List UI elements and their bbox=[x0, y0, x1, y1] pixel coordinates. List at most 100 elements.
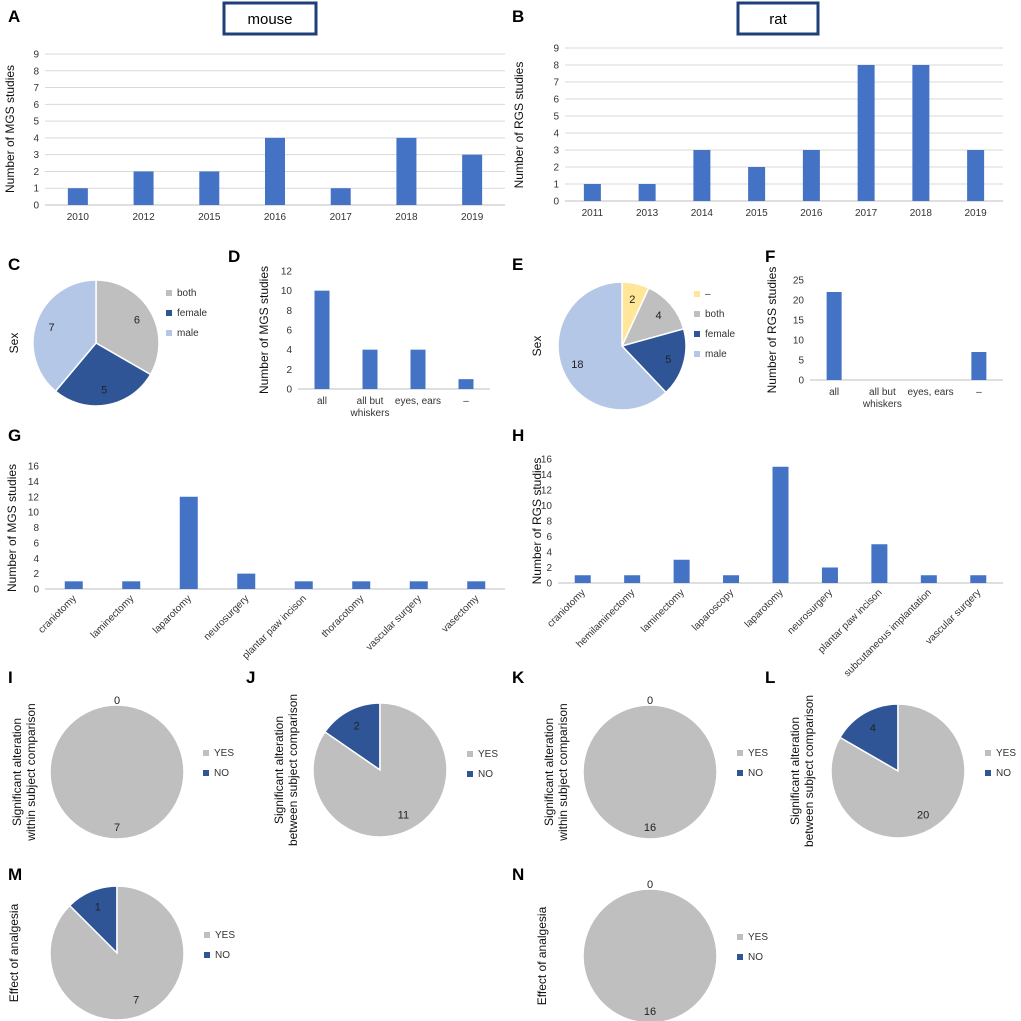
panel-b-ytick-6: 6 bbox=[553, 95, 559, 106]
panel-h-xtick-laminectomy: laminectomy bbox=[639, 587, 686, 634]
panel-n-legend-swatch-yes bbox=[737, 934, 743, 940]
panel-f-xtick-dash-line-1: – bbox=[976, 387, 982, 398]
panel-e-slice-male bbox=[557, 281, 668, 411]
panel-e-letter: E bbox=[512, 255, 523, 274]
panel-f-xtick-all: all bbox=[829, 387, 839, 398]
panel-c-legend-label-female: female bbox=[177, 308, 207, 319]
panel-a-ytick-5: 5 bbox=[33, 117, 39, 128]
panel-h-ytick-16: 16 bbox=[541, 455, 553, 466]
panel-c-legend-label-both: both bbox=[177, 288, 196, 299]
panel-g-letter: G bbox=[8, 426, 21, 445]
panel-f-xtick-all-but-whiskers-line-1: all but bbox=[869, 387, 896, 398]
panel-e-legend-swatch-male bbox=[694, 351, 700, 357]
panel-l: L 4 20 YES NO Significant alteration between s… bbox=[765, 668, 1016, 847]
panel-b-bar-2018 bbox=[912, 65, 930, 201]
panel-l-ylabel: Significant alteration between subject co… bbox=[788, 695, 816, 847]
panel-a-letter: A bbox=[8, 7, 20, 26]
panel-a-ytick-9: 9 bbox=[33, 50, 39, 61]
panel-a-xtick-2012-line-1: 2012 bbox=[132, 212, 155, 223]
panel-b-xtick-2018: 2018 bbox=[910, 208, 933, 219]
panel-l-value-yes: 20 bbox=[917, 810, 929, 822]
panel-f-ytick-5: 5 bbox=[798, 356, 804, 367]
panel-g-xtick-craniotomy: craniotomy bbox=[37, 593, 79, 635]
panel-a-bar-2016 bbox=[265, 137, 285, 205]
panel-c-slice-female bbox=[54, 342, 152, 407]
panel-f-ytick-15: 15 bbox=[793, 316, 805, 327]
panel-a-ytick-0: 0 bbox=[33, 201, 39, 212]
panel-a-xtick-2019-line-1: 2019 bbox=[461, 212, 484, 223]
panel-a-bar-2018 bbox=[396, 137, 417, 205]
panel-k-ylabel: Significant alteration within subject com… bbox=[542, 703, 570, 841]
panel-a-ytick-1: 1 bbox=[33, 184, 39, 195]
panel-i-legend-swatch-no bbox=[203, 770, 209, 776]
panel-d-ytick-4: 4 bbox=[286, 345, 292, 356]
panel-b-ytick-8: 8 bbox=[553, 61, 559, 72]
panel-e-value-female: 5 bbox=[665, 354, 671, 366]
panel-b-xtick-2013-line-1: 2013 bbox=[636, 208, 659, 219]
panel-f-xtick-eyes-ears: eyes, ears bbox=[908, 387, 954, 398]
panel-c: C 6 5 7 both female male Sex bbox=[7, 255, 207, 407]
panel-e-value-male: 18 bbox=[571, 359, 583, 371]
panel-g-xtick-thoracotomy: thoracotomy bbox=[320, 593, 367, 640]
rat-header-box bbox=[736, 1, 820, 36]
mouse-header-label: mouse bbox=[247, 11, 292, 28]
panel-c-slice-both bbox=[95, 279, 160, 376]
panel-i: I 0 7 YES NO Significant alteration within sub… bbox=[8, 668, 234, 842]
panel-b-xtick-2016-line-1: 2016 bbox=[800, 208, 823, 219]
panel-g-bar-neurosurgery bbox=[237, 573, 256, 589]
panel-d-xtick-dash-line-1: – bbox=[463, 396, 469, 407]
panel-h-ytick-0: 0 bbox=[546, 579, 552, 590]
panel-d-letter: D bbox=[228, 247, 240, 266]
panel-b-bar-2017 bbox=[857, 65, 875, 201]
panel-d-bar-all bbox=[314, 290, 330, 389]
panel-n-value-no: 0 bbox=[647, 879, 653, 891]
panel-a-xtick-2017-line-1: 2017 bbox=[330, 212, 353, 223]
panel-c-value-female: 5 bbox=[101, 385, 107, 397]
panel-c-value-male: 7 bbox=[49, 322, 55, 334]
panel-n-legend-swatch-no bbox=[737, 954, 743, 960]
panel-b: B 0 1 2 3 4 5 6 7 8 9 2011 2013 2014 2015 2016 2017 2018 2… bbox=[512, 7, 1003, 219]
panel-n-slice-yes bbox=[582, 888, 718, 1021]
panel-h-xtick-laparotomy: laparotomy bbox=[743, 587, 786, 630]
panel-h-bar-hemilaminectomy bbox=[624, 575, 641, 583]
panel-l-slice-no bbox=[838, 703, 899, 773]
panel-a-xtick-2015-line-1: 2015 bbox=[198, 212, 221, 223]
panel-f-xtick-all-but-whiskers-line-2: whiskers bbox=[862, 399, 902, 410]
panel-i-value-no: 0 bbox=[114, 695, 120, 707]
panel-a-bar-2019 bbox=[462, 154, 483, 205]
species-header-rat: rat bbox=[736, 1, 820, 36]
panel-f-ytick-10: 10 bbox=[793, 336, 805, 347]
panel-h-bar-plantar-paw-incison bbox=[871, 544, 888, 583]
panel-g-bar-laminectomy bbox=[122, 581, 141, 589]
panel-k-legend-swatch-yes bbox=[737, 750, 743, 756]
panel-g-xtick-vascular-surgery: vascular surgery bbox=[364, 593, 424, 653]
panel-a-bar-2010 bbox=[67, 188, 88, 205]
panel-b-xtick-2011: 2011 bbox=[582, 208, 604, 219]
panel-n-ylabel-line-1: Effect of analgesia bbox=[535, 906, 549, 1005]
panel-b-ytick-1: 1 bbox=[553, 180, 559, 191]
panel-b-xtick-2015-line-1: 2015 bbox=[746, 208, 769, 219]
panel-g-bar-plantar-paw-incison bbox=[294, 581, 313, 589]
panel-b-letter: B bbox=[512, 7, 524, 26]
panel-j-ylabel-line-2: between subject comparison bbox=[286, 694, 300, 846]
panel-h-bar-laparoscopy bbox=[723, 575, 740, 583]
panel-a-ytick-8: 8 bbox=[33, 66, 39, 77]
panel-f-ytick-25: 25 bbox=[793, 276, 805, 287]
panel-i-legend-swatch-yes bbox=[203, 750, 209, 756]
panel-g-bar-vasectomy bbox=[467, 581, 486, 589]
panel-b-xtick-2014: 2014 bbox=[691, 208, 714, 219]
panel-b-xtick-2019: 2019 bbox=[965, 208, 988, 219]
panel-h-xtick-laparoscopy: laparoscopy bbox=[690, 587, 736, 633]
panel-h-ytick-10: 10 bbox=[541, 501, 553, 512]
panel-h-ytick-4: 4 bbox=[546, 548, 552, 559]
panel-k-legend-swatch-no bbox=[737, 770, 743, 776]
panel-d-xtick-eyes-ears: eyes, ears bbox=[395, 396, 441, 407]
panel-f-letter: F bbox=[765, 247, 775, 266]
panel-j-value-no: 2 bbox=[354, 721, 360, 733]
panel-m: M 1 7 YES NO Effect of analgesia bbox=[7, 865, 235, 1021]
panel-d-ytick-12: 12 bbox=[281, 267, 293, 278]
panel-a-bar-2017 bbox=[330, 188, 351, 205]
